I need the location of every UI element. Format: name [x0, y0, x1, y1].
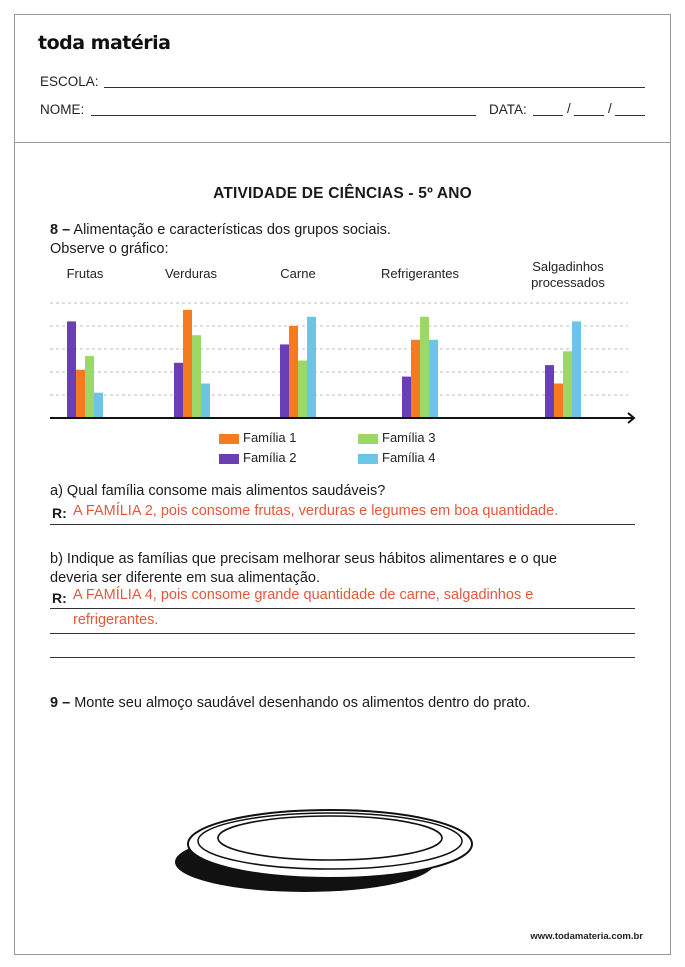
- bar-fam-lia-3-2: [298, 360, 307, 418]
- bar-fam-lia-1-1: [183, 309, 192, 418]
- category-label-line: Salgadinhos: [532, 259, 604, 274]
- bar-fam-lia-2-4: [545, 365, 554, 418]
- date-day-field[interactable]: [533, 115, 563, 116]
- category-label-line: Verduras: [164, 266, 218, 281]
- bar-fam-lia-2-0: [67, 321, 76, 418]
- plate-drawing[interactable]: [165, 790, 485, 910]
- legend-label-familia-4: Família 4: [382, 450, 436, 465]
- answer-line[interactable]: [50, 524, 635, 525]
- bar-fam-lia-1-0: [76, 369, 85, 418]
- bar-fam-lia-3-1: [192, 335, 201, 418]
- bar-fam-lia-4-2: [307, 316, 316, 418]
- chart-instruction: Observe o gráfico:: [50, 241, 169, 257]
- date-separator: /: [608, 101, 612, 116]
- category-label: Carne: [243, 266, 353, 282]
- question-text: Alimentação e características dos grupos…: [73, 222, 391, 238]
- x-axis-arrow: [627, 412, 636, 424]
- date-month-field[interactable]: [574, 115, 604, 116]
- bar-fam-lia-1-2: [289, 326, 298, 418]
- school-field[interactable]: [104, 87, 645, 88]
- answer-label: R:: [52, 505, 67, 521]
- question-b-line-1: b) Indique as famílias que precisam melh…: [50, 551, 557, 567]
- plate-well: [217, 815, 443, 861]
- answer-b-text-line-2: refrigerantes.: [73, 612, 159, 628]
- legend-label-familia-1: Família 1: [243, 430, 297, 445]
- question-b-line-2: deveria ser diferente em sua alimentação…: [50, 570, 321, 586]
- answer-line[interactable]: [50, 633, 635, 634]
- answer-a-text: A FAMÍLIA 2, pois consome frutas, verdur…: [73, 503, 559, 519]
- category-label: Salgadinhos processados: [513, 259, 623, 291]
- footer-url: www.todamateria.com.br: [530, 931, 643, 942]
- name-field[interactable]: [91, 115, 476, 116]
- category-label-line: processados: [531, 275, 605, 290]
- worksheet-border: [14, 14, 671, 955]
- header-divider: [14, 142, 671, 143]
- date-label: DATA:: [489, 102, 527, 117]
- category-label: Frutas: [30, 266, 140, 282]
- bar-fam-lia-1-4: [554, 383, 563, 418]
- category-label-line: Refrigerantes: [380, 266, 460, 281]
- bar-fam-lia-4-0: [94, 392, 103, 418]
- bar-fam-lia-3-3: [420, 316, 429, 418]
- question-8: 8 – Alimentação e características dos gr…: [50, 221, 391, 240]
- bar-fam-lia-4-1: [201, 383, 210, 418]
- bar-fam-lia-2-3: [402, 376, 411, 418]
- question-9: 9 – Monte seu almoço saudável desenhando…: [50, 694, 530, 713]
- answer-label: R:: [52, 590, 67, 606]
- question-number: 9 –: [50, 695, 71, 711]
- legend-swatch-familia-1: [219, 434, 239, 444]
- brand-logo: toda matéria: [38, 32, 171, 54]
- plate-rim-edge: [197, 812, 463, 870]
- category-label-line: Carne: [280, 266, 316, 281]
- bar-fam-lia-1-3: [411, 339, 420, 418]
- category-label-line: Frutas: [66, 266, 104, 281]
- answer-line[interactable]: [50, 608, 635, 609]
- question-number: 8 –: [50, 222, 71, 238]
- question-a: a) Qual família consome mais alimentos s…: [50, 483, 386, 499]
- legend-swatch-familia-2: [219, 454, 239, 464]
- category-label: Refrigerantes: [365, 266, 475, 282]
- legend-swatch-familia-3: [358, 434, 378, 444]
- bar-fam-lia-3-0: [85, 355, 94, 418]
- date-year-field[interactable]: [615, 115, 645, 116]
- page-title: ATIVIDADE DE CIÊNCIAS - 5º ANO: [213, 185, 472, 202]
- name-label: NOME:: [40, 102, 85, 117]
- bar-chart: [50, 302, 636, 424]
- legend-swatch-familia-4: [358, 454, 378, 464]
- category-label: Verduras: [136, 266, 246, 282]
- school-label: ESCOLA:: [40, 74, 99, 89]
- bar-fam-lia-4-3: [429, 339, 438, 418]
- legend-label-familia-3: Família 3: [382, 430, 436, 445]
- legend-label-familia-2: Família 2: [243, 450, 297, 465]
- answer-line[interactable]: [50, 657, 635, 658]
- date-separator: /: [567, 101, 571, 116]
- bar-fam-lia-2-2: [280, 344, 289, 418]
- bar-fam-lia-4-4: [572, 321, 581, 418]
- question-text: Monte seu almoço saudável desenhando os …: [74, 695, 531, 711]
- bar-fam-lia-3-4: [563, 351, 572, 418]
- bar-fam-lia-2-1: [174, 362, 183, 418]
- answer-b-text-line-1: A FAMÍLIA 4, pois consome grande quantid…: [73, 587, 534, 603]
